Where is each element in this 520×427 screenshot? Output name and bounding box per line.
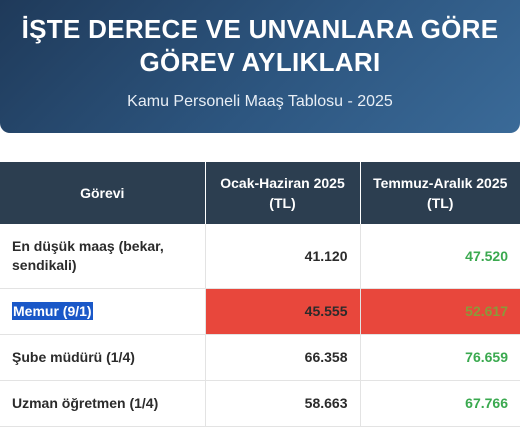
role-cell: Memur (9/1) <box>0 288 206 335</box>
first-half-salary-cell: 45.555 <box>205 288 361 335</box>
table-row-highlighted: Memur (9/1) 45.555 52.617 <box>0 288 520 335</box>
role-cell: Şube müdürü (1/4) <box>0 334 206 381</box>
header-banner: İŞTE DERECE VE UNVANLARA GÖRE GÖREV AYLI… <box>0 0 520 133</box>
salary-table: Görevi Ocak-Haziran 2025 (TL) Temmuz-Ara… <box>0 162 520 427</box>
table-header-row: Görevi Ocak-Haziran 2025 (TL) Temmuz-Ara… <box>0 162 520 224</box>
first-half-salary-cell: 41.120 <box>205 224 361 289</box>
salary-table-container: Görevi Ocak-Haziran 2025 (TL) Temmuz-Ara… <box>0 162 520 427</box>
second-half-salary-cell: 47.520 <box>360 224 520 289</box>
column-header-role: Görevi <box>0 162 206 224</box>
page-title: İŞTE DERECE VE UNVANLARA GÖRE GÖREV AYLI… <box>21 14 499 77</box>
second-half-salary-cell: 76.659 <box>360 334 520 381</box>
first-half-salary-cell: 66.358 <box>205 334 361 381</box>
column-header-first-half: Ocak-Haziran 2025 (TL) <box>205 162 361 224</box>
second-half-salary-cell: 52.617 <box>360 288 520 335</box>
column-header-second-half: Temmuz-Aralık 2025 (TL) <box>360 162 520 224</box>
table-row: Şube müdürü (1/4) 66.358 76.659 <box>0 334 520 381</box>
role-cell: En düşük maaş (bekar, sendikali) <box>0 224 206 289</box>
table-row: En düşük maaş (bekar, sendikali) 41.120 … <box>0 224 520 289</box>
page-subtitle: Kamu Personeli Maaş Tablosu - 2025 <box>127 93 393 110</box>
table-row: Uzman öğretmen (1/4) 58.663 67.766 <box>0 380 520 427</box>
selected-role-text[interactable]: Memur (9/1) <box>12 302 93 320</box>
role-cell: Uzman öğretmen (1/4) <box>0 380 206 427</box>
second-half-salary-cell: 67.766 <box>360 380 520 427</box>
first-half-salary-cell: 58.663 <box>205 380 361 427</box>
